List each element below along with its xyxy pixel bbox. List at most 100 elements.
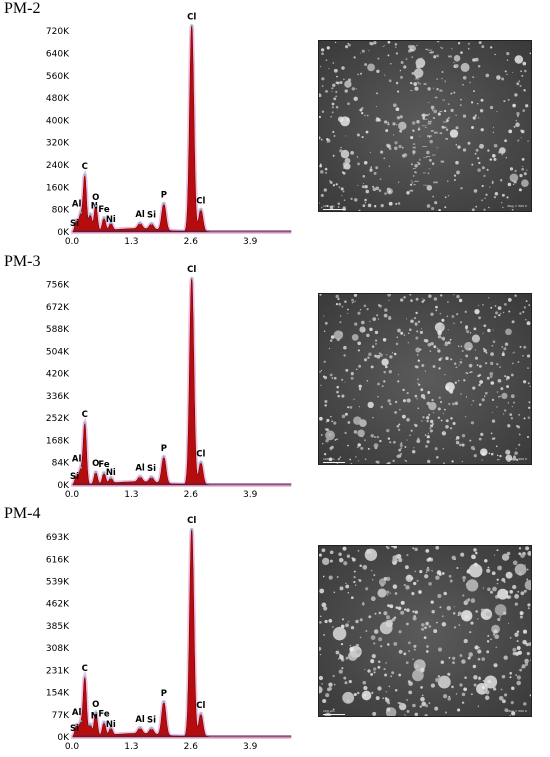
sem-micrograph: 100 µm Mag = 500 X <box>318 293 532 465</box>
y-tick-label: 336K <box>46 392 70 402</box>
peak-label: Al <box>135 715 145 725</box>
peak-label: Si <box>147 715 156 725</box>
y-tick-label: 308K <box>46 644 70 654</box>
peak-label: N <box>91 201 98 211</box>
peak-label: Ni <box>106 468 116 478</box>
peak-label: Cl <box>196 197 205 207</box>
peak-label: P <box>161 191 167 201</box>
y-tick-label: 616K <box>46 555 70 565</box>
x-tick-label: 3.9 <box>243 742 258 752</box>
peak-marker <box>102 216 106 220</box>
scale-bar <box>323 462 345 463</box>
peak-label: Al <box>135 210 145 220</box>
eds-panel: PM-3 0K 84K 168K 252K 336K 420K 504K 588K 672K 756… <box>0 253 550 503</box>
peak-marker <box>162 455 166 458</box>
peak-label: Al <box>135 464 145 474</box>
peak-marker <box>75 473 78 477</box>
peak-marker <box>102 471 106 475</box>
spectrum-halo <box>70 528 292 739</box>
peak-label: Al <box>72 200 82 210</box>
peak-marker <box>109 221 113 225</box>
x-tick-label: 2.6 <box>184 490 199 500</box>
peak-marker <box>138 475 142 478</box>
peak-label: C <box>82 162 88 172</box>
peak-label: Cl <box>196 449 205 459</box>
peak-marker <box>190 527 193 531</box>
peak-marker <box>75 723 78 726</box>
peak-marker <box>109 476 113 479</box>
spectrum-halo <box>70 24 292 234</box>
panel-label: PM-4 <box>4 505 41 522</box>
peak-label: Si <box>147 211 156 221</box>
peak-label: P <box>161 444 167 454</box>
sem-micrograph: 100 µm Mag = 500 X <box>318 40 532 212</box>
peak-label: Fe <box>98 709 109 719</box>
peak-marker <box>102 721 106 724</box>
y-tick-label: 77K <box>52 711 70 721</box>
spectrum-area <box>72 528 292 738</box>
panel-label: PM-2 <box>4 0 41 17</box>
y-tick-label: 672K <box>46 303 70 313</box>
y-tick-label: 240K <box>46 161 70 171</box>
peak-marker <box>150 475 153 479</box>
peak-marker <box>190 276 193 280</box>
scale-bar-label: 100 µm <box>323 204 335 208</box>
x-tick-label: 3.9 <box>243 237 258 247</box>
peak-marker <box>199 461 203 464</box>
y-tick-label: 640K <box>46 49 70 59</box>
peak-label: Fe <box>98 460 109 470</box>
sem-magnification: Mag = 500 X <box>507 457 528 461</box>
peak-marker <box>109 726 113 729</box>
y-tick-label: 504K <box>46 347 70 357</box>
y-tick-label: 0K <box>57 733 70 743</box>
y-tick-label: 480K <box>46 94 70 104</box>
peak-marker <box>199 208 203 211</box>
peak-label: Ni <box>106 720 116 730</box>
peak-label: Al <box>72 708 82 718</box>
y-tick-label: 560K <box>46 72 70 82</box>
x-tick-label: 1.3 <box>124 237 138 247</box>
x-tick-label: 0.0 <box>65 490 80 500</box>
y-tick-label: 160K <box>46 183 70 193</box>
peak-label: Al <box>72 455 82 465</box>
peak-label: O <box>92 459 99 469</box>
peak-marker <box>79 211 82 214</box>
scale-bar <box>323 209 345 210</box>
eds-panel: PM-2 0K 80K 160K 240K 320K 400K 480K 560K 640K 720… <box>0 0 550 250</box>
peak-marker <box>94 711 97 715</box>
peak-marker <box>89 723 92 726</box>
peak-marker <box>83 675 86 679</box>
y-tick-label: 84K <box>52 459 70 469</box>
x-tick-label: 1.3 <box>124 490 138 500</box>
peak-marker <box>162 700 166 704</box>
eds-spectrum: 0K 84K 168K 252K 336K 420K 504K 588K 672K 756K 0.0… <box>46 265 292 500</box>
scale-bar <box>323 714 345 715</box>
peak-marker <box>138 726 142 730</box>
x-tick-label: 1.3 <box>124 742 138 752</box>
y-tick-label: 80K <box>52 206 70 216</box>
x-tick-label: 2.6 <box>184 742 199 752</box>
sem-magnification: Mag = 500 X <box>507 204 528 208</box>
y-tick-label: 252K <box>46 414 70 424</box>
scale-bar-label: 100 µm <box>323 457 335 461</box>
x-tick-label: 2.6 <box>184 237 199 247</box>
eds-spectrum: 0K 80K 160K 240K 320K 400K 480K 560K 640K 720K 0.0… <box>46 12 292 247</box>
peak-label: Si <box>70 472 79 482</box>
sem-micrograph: 100 µm Mag = 500 X <box>318 545 532 717</box>
sem-magnification: Mag = 500 X <box>507 709 528 713</box>
y-tick-label: 385K <box>46 622 70 632</box>
x-tick-label: 0.0 <box>65 237 80 247</box>
y-tick-label: 420K <box>46 370 70 380</box>
peak-label: Ni <box>106 215 116 225</box>
peak-marker <box>79 466 82 469</box>
y-tick-label: 539K <box>46 578 70 588</box>
peak-label: Cl <box>187 12 196 22</box>
peak-marker <box>94 204 97 208</box>
y-tick-label: 588K <box>46 325 70 335</box>
peak-marker <box>150 222 153 225</box>
peak-marker <box>190 24 193 27</box>
peak-marker <box>94 471 97 474</box>
peak-label: Si <box>70 219 79 229</box>
peak-label: Cl <box>196 701 205 711</box>
y-tick-label: 168K <box>46 436 70 446</box>
